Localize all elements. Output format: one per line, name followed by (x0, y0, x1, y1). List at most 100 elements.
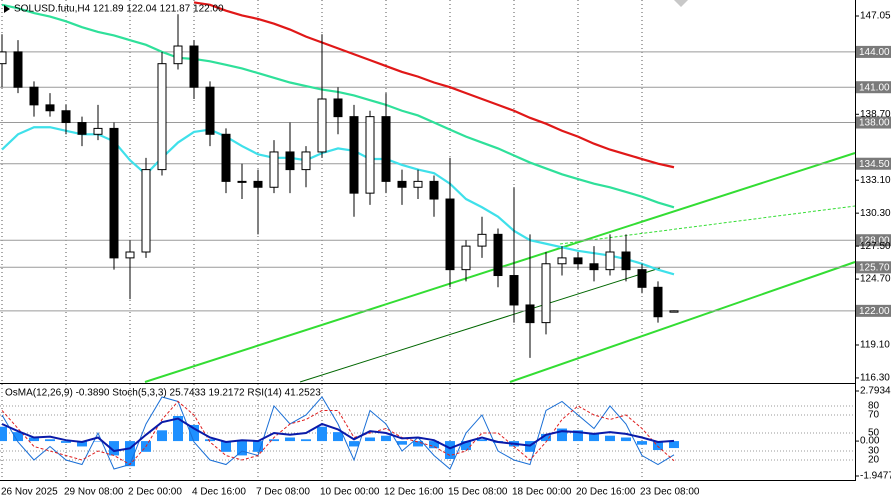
osma-bar (109, 441, 119, 456)
candle-body (157, 63, 167, 171)
candle-body (269, 151, 279, 188)
candle-body (125, 251, 135, 259)
candle-body (333, 98, 343, 118)
y-tick-label: 130.30 (860, 208, 891, 219)
osma-bar (637, 441, 647, 445)
indicator-line (1, 417, 675, 453)
y-tick-label: -1.9477 (860, 471, 891, 482)
y-tick-label: 0.00 (860, 436, 880, 447)
osma-bar (381, 435, 391, 442)
osma-bar (13, 432, 23, 442)
y-tick-label: 127.50 (860, 241, 891, 252)
x-tick-label: 7 Dec 08:00 (256, 487, 310, 498)
y-tick-label: 116.30 (860, 373, 890, 384)
y2-tick-label: 30 (868, 446, 880, 457)
candle-body (109, 127, 119, 259)
osma-bar (157, 430, 167, 442)
candle-body (285, 151, 295, 171)
osma-bar (349, 441, 359, 447)
osma-bar (0, 426, 7, 442)
osma-bar (77, 441, 87, 447)
candle-body (413, 180, 423, 188)
candle-body (13, 51, 23, 88)
osma-bar (397, 441, 407, 445)
candle-body (221, 133, 231, 182)
level-label: 122.00 (859, 306, 890, 317)
osma-bar (365, 437, 375, 442)
x-tick-label: 12 Dec 16:00 (384, 487, 444, 498)
osma-bar (653, 441, 663, 451)
osma-bar (269, 439, 279, 442)
candle-body (0, 51, 7, 65)
y-tick-label: 133.10 (860, 175, 891, 186)
osma-bar (477, 439, 487, 442)
osma-bar (621, 437, 631, 442)
candle-body (45, 104, 55, 112)
level-box (856, 234, 891, 247)
candle-body (61, 110, 71, 124)
osma-bar (29, 437, 39, 442)
candle-body (509, 275, 519, 306)
osma-bar (93, 441, 103, 442)
level-label: 138.00 (859, 118, 890, 129)
y-tick-label: 119.10 (860, 340, 890, 351)
y2-tick-label: 20 (868, 455, 880, 466)
y2-tick-label: 50 (868, 428, 880, 439)
candle-body (605, 251, 615, 271)
osma-bar (253, 441, 263, 452)
osma-bar (445, 441, 455, 460)
y2-tick-label: 70 (868, 410, 880, 421)
x-tick-label: 29 Nov 08:00 (64, 487, 124, 498)
candle-body (621, 251, 631, 271)
candle-body (477, 233, 487, 247)
candle-body (397, 180, 407, 188)
y-tick-label: 2.7934 (860, 386, 891, 397)
candle-body (29, 86, 39, 106)
level-label: 125.70 (859, 262, 890, 273)
level-label: 141.00 (859, 82, 890, 93)
x-tick-label: 2 Dec 00:00 (128, 487, 182, 498)
indicator-title: OsMA(12,26,9) -0.3890 Stoch(5,3,3) 25.74… (5, 388, 321, 399)
osma-bar (557, 428, 567, 442)
x-tick-label: 15 Dec 08:00 (448, 487, 508, 498)
osma-bar (461, 441, 471, 451)
osma-bar (605, 435, 615, 442)
x-tick-label: 4 Dec 16:00 (192, 487, 246, 498)
osma-bar (333, 432, 343, 442)
level-box (856, 261, 891, 274)
level-label: 144.00 (859, 47, 890, 58)
candle-body (189, 45, 199, 88)
level-label: 134.50 (859, 159, 890, 170)
x-tick-label: 18 Dec 00:00 (512, 487, 572, 498)
channel-lower (509, 261, 856, 383)
candle-body (301, 151, 311, 171)
candle-body (349, 116, 359, 194)
osma-bar (189, 424, 199, 442)
candle-body (573, 257, 583, 265)
candle-body (557, 257, 567, 265)
candle-body (589, 263, 599, 271)
osma-bar (573, 430, 583, 442)
level-label: 128.00 (859, 235, 890, 246)
osma-bar (589, 433, 599, 442)
candle-body (637, 269, 647, 288)
candle-body (653, 286, 663, 318)
x-tick-label: 26 Nov 2025 (1, 487, 58, 498)
osma-bar (173, 415, 183, 442)
candle-body (141, 169, 151, 253)
level-box (856, 157, 891, 170)
x-tick-label: 10 Dec 00:00 (320, 487, 380, 498)
trend-inner (299, 267, 661, 383)
osma-bar (413, 441, 423, 447)
osma-bar (45, 439, 55, 442)
y2-tick-label: 80 (868, 401, 880, 412)
osma-bar (125, 441, 135, 467)
chart-title: SOLUSD.futu,H4 121.89 122.04 121.87 122.… (14, 4, 224, 15)
osma-bar (669, 441, 679, 449)
y-tick-label: 124.70 (860, 274, 891, 285)
y-tick-label: 138.70 (860, 109, 891, 120)
symbol-icon (4, 5, 10, 13)
indicator-line (1, 396, 675, 470)
candle-body (541, 263, 551, 324)
